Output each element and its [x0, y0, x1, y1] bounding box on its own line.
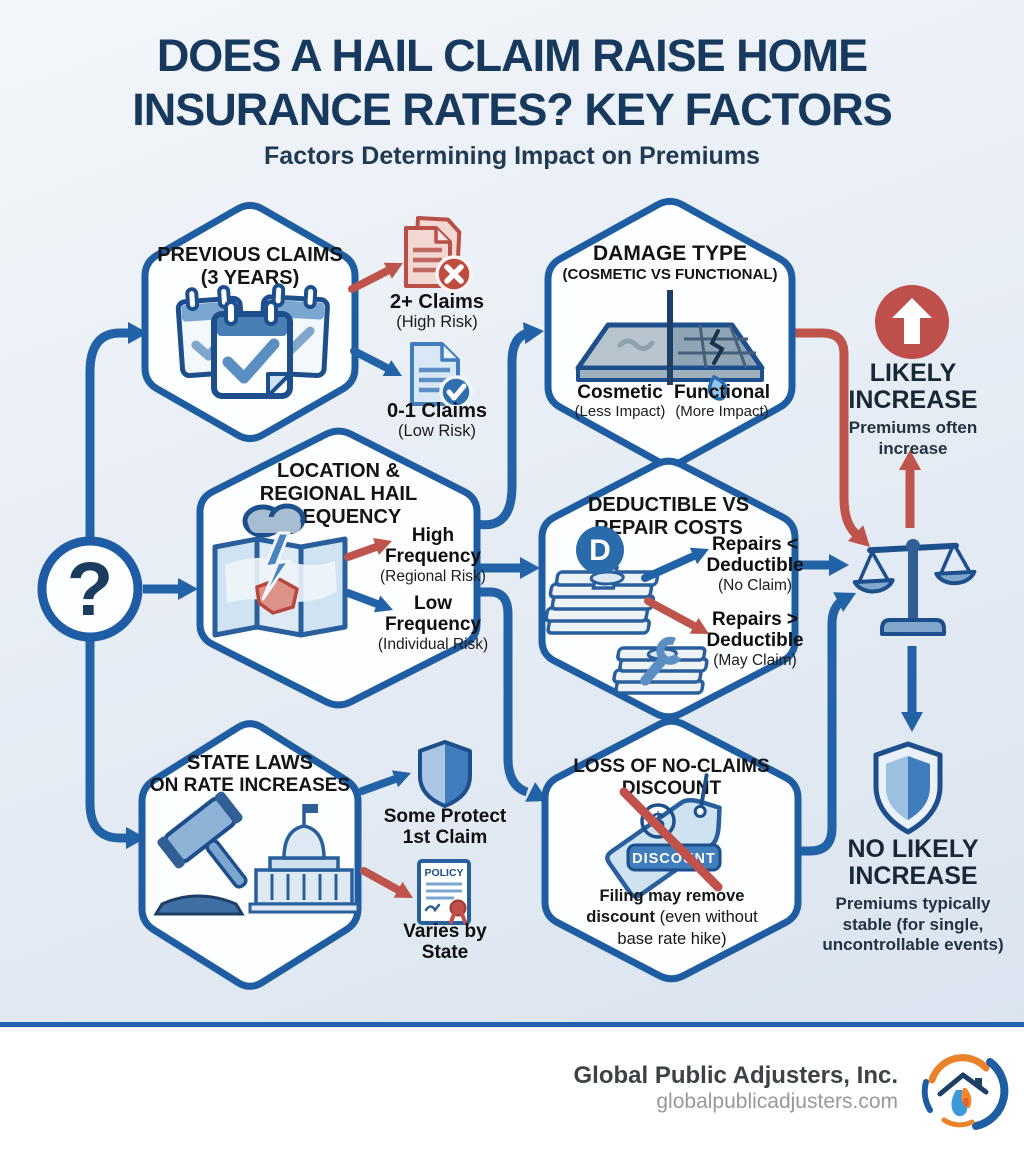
- low-claims-label: 0-1 Claims: [386, 400, 488, 422]
- wrench-icon: [640, 636, 685, 686]
- hexagon-deductible: [538, 457, 799, 721]
- red-slash: [619, 787, 723, 892]
- protect-line1: Some Protect: [383, 806, 507, 827]
- may-claim-line2: Deductible: [706, 630, 804, 652]
- cosmetic-label: Cosmetic: [577, 382, 663, 403]
- varies-line2: State: [421, 942, 469, 964]
- discount-note-line2-bold: discount: [586, 908, 655, 927]
- functional-sub: (More Impact): [675, 403, 769, 421]
- page-title-line1: DOES A HAIL CLAIM RAISE HOME: [156, 30, 868, 81]
- location-title-line1: LOCATION &: [277, 460, 400, 482]
- deductible-money-icon: D: [544, 526, 709, 695]
- no-likely-increase-group: NO LIKELY INCREASE Premiums typically st…: [818, 836, 1008, 956]
- discount-note-line3: base rate hike): [617, 929, 727, 948]
- damage-type-title-line2: (COSMETIC VS FUNCTIONAL): [562, 265, 778, 283]
- low-frequency-sub: (Individual Risk): [377, 635, 489, 653]
- previous-claims-title-line1: PREVIOUS CLAIMS: [157, 244, 343, 266]
- protect-line2: 1st Claim: [402, 827, 488, 849]
- high-frequency-line1: High: [411, 525, 455, 546]
- location-title-line3: FREQUENCY: [275, 505, 402, 528]
- deductible-title: DEDUCTIBLE VS REPAIR COSTS: [542, 494, 795, 540]
- gavel-icon: [153, 791, 248, 916]
- may-claim-line1: Repairs >: [711, 609, 799, 630]
- no-claim-group: Repairs < Deductible (No Claim): [695, 534, 815, 594]
- no-likely-line1: NO LIKELY: [847, 835, 979, 863]
- no-claim-line1: Repairs <: [711, 534, 799, 555]
- damage-type-title: DAMAGE TYPE (COSMETIC VS FUNCTIONAL): [548, 242, 792, 283]
- page-subtitle: Factors Determining Impact on Premiums: [264, 142, 760, 170]
- likely-increase-group: LIKELY INCREASE Premiums often increase: [838, 360, 988, 459]
- high-frequency-line2: Frequency: [384, 546, 482, 568]
- discount-title-line2: DISCOUNT: [621, 777, 722, 799]
- varies-group: Varies by State: [380, 921, 510, 964]
- previous-claims-title: PREVIOUS CLAIMS (3 YEARS): [145, 244, 355, 290]
- likely-increase-line2: INCREASE: [848, 385, 978, 414]
- footer-divider: [0, 1022, 1024, 1027]
- deductible-title-line2: REPAIR COSTS: [594, 516, 743, 539]
- varies-line1: Varies by: [403, 921, 487, 942]
- high-frequency-group: High Frequency (Regional Risk): [373, 525, 493, 585]
- no-claim-line2: Deductible: [706, 555, 804, 577]
- may-claim-sub: (May Claim): [713, 651, 797, 669]
- shield-protect-icon: [418, 740, 472, 808]
- roof-damage-icon: [575, 290, 765, 401]
- state-laws-title: STATE LAWS ON RATE INCREASES: [142, 752, 358, 796]
- no-claim-sub: (No Claim): [717, 576, 793, 594]
- claims-rejected-icon: [404, 216, 473, 293]
- deductible-badge-letter: D: [589, 534, 611, 567]
- hexagon-state-laws: [138, 720, 362, 990]
- likely-increase-line1: LIKELY: [869, 359, 957, 387]
- high-frequency-sub: (Regional Risk): [380, 567, 486, 585]
- cosmetic-label-group: Cosmetic (Less Impact): [566, 382, 674, 421]
- footer-text: Global Public Adjusters, Inc. globalpubl…: [478, 1062, 898, 1114]
- low-frequency-line2: Frequency: [384, 614, 482, 636]
- high-claims-label: 2+ Claims: [390, 291, 484, 313]
- discount-tag-icon: $ DISCOUNT: [605, 773, 723, 899]
- shield-stable-icon: [873, 741, 943, 835]
- high-claims-sub: (High Risk): [396, 313, 478, 331]
- no-likely-line2: INCREASE: [848, 861, 978, 890]
- footer-background: [0, 1027, 1024, 1154]
- deductible-title-line1: DEDUCTIBLE VS: [587, 494, 750, 516]
- page-title-line2: INSURANCE RATES? KEY FACTORS: [132, 84, 893, 135]
- outcome-low-claims: 0-1 Claims (Low Risk): [372, 400, 502, 441]
- flow-connectors: [85, 322, 923, 856]
- policy-document-icon: POLICY: [417, 859, 471, 925]
- damage-type-title-line1: DAMAGE TYPE: [592, 242, 747, 265]
- policy-label: POLICY: [424, 867, 463, 879]
- company-logo: [921, 1054, 1009, 1130]
- scales-icon: [852, 539, 977, 636]
- protect-group: Some Protect 1st Claim: [380, 806, 510, 849]
- low-claims-sub: (Low Risk): [398, 422, 476, 440]
- discount-note: Filing may remove discount (even without…: [586, 886, 758, 950]
- state-laws-title-line1: STATE LAWS: [187, 752, 313, 774]
- discount-note-line1: Filing may remove: [599, 887, 745, 905]
- capitol-icon: [248, 804, 360, 914]
- discount-title: LOSS OF NO-CLAIMS DISCOUNT: [545, 756, 798, 799]
- discount-title-line1: LOSS OF NO-CLAIMS: [573, 756, 770, 777]
- state-laws-title-line2: ON RATE INCREASES: [149, 774, 351, 796]
- low-frequency-group: Low Frequency (Individual Risk): [373, 593, 493, 653]
- discount-note-line2-rest: (even without: [655, 908, 758, 927]
- website-text: globalpublicadjusters.com: [656, 1089, 898, 1113]
- tag-discount-label: DISCOUNT: [632, 851, 716, 867]
- may-claim-group: Repairs > Deductible (May Claim): [695, 609, 815, 669]
- increase-arrow-icon: [875, 285, 949, 359]
- company-name: Global Public Adjusters, Inc.: [573, 1062, 898, 1089]
- no-likely-sub: Premiums typically stable (for single, u…: [822, 894, 1004, 955]
- likely-increase-sub: Premiums often increase: [848, 418, 978, 458]
- calendar-claims-icon: [175, 283, 330, 399]
- outcome-high-claims: 2+ Claims (High Risk): [372, 291, 502, 332]
- previous-claims-title-line2: (3 YEARS): [200, 266, 300, 289]
- low-frequency-line1: Low: [414, 593, 452, 614]
- location-title: LOCATION & REGIONAL HAIL FREQUENCY: [200, 460, 477, 528]
- map-storm-icon: [212, 503, 348, 638]
- claims-approved-icon: [410, 342, 473, 409]
- cosmetic-sub: (Less Impact): [574, 403, 666, 421]
- location-title-line2: REGIONAL HAIL: [259, 482, 418, 505]
- functional-label-group: Functional (More Impact): [668, 382, 776, 421]
- gavel-capitol-icon: [153, 791, 360, 916]
- functional-label: Functional: [673, 382, 771, 403]
